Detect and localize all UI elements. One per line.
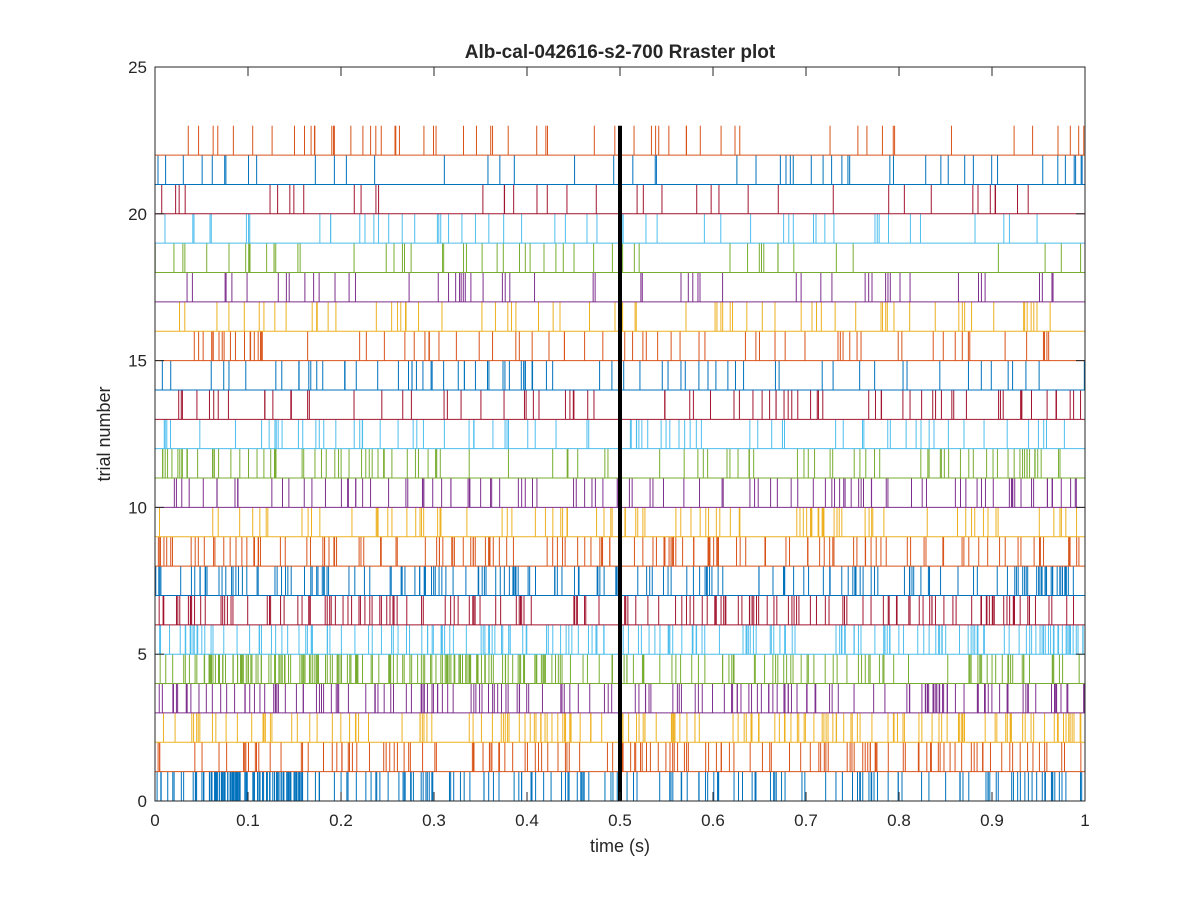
y-tick-label: 25: [128, 58, 147, 77]
plot-area: 0 0.1 0.2 0.3 0.4 0.5 0.6 0.7 0.8 0.9 1 0 5 10 15 20 25: [128, 58, 1090, 830]
spike-trains: [154, 125, 1085, 801]
x-axis: 0 0.1 0.2 0.3 0.4 0.5 0.6 0.7 0.8 0.9 1: [150, 67, 1090, 830]
trial-22-spikes: [157, 155, 1083, 185]
trial-1-spikes: [156, 771, 1083, 801]
trial-16-spikes: [193, 331, 1050, 361]
x-tick-label: 1: [1080, 811, 1089, 830]
trial-10-spikes: [159, 507, 1078, 537]
trial-11-spikes: [173, 478, 1077, 508]
y-axis: 0 5 10 15 20 25: [128, 58, 1085, 811]
trial-13-spikes: [163, 419, 1065, 449]
x-tick-label: 0.8: [887, 811, 911, 830]
x-tick-label: 0.2: [329, 811, 353, 830]
trial-14-spikes: [178, 389, 1082, 420]
trial-17-spikes: [179, 301, 1051, 332]
trial-12-spikes: [162, 448, 1061, 479]
y-tick-label: 20: [128, 205, 147, 224]
chart-title: Alb-cal-042616-s2-700 Rraster plot: [465, 42, 776, 63]
x-axis-label: time (s): [590, 836, 650, 856]
x-tick-label: 0.1: [236, 811, 260, 830]
y-axis-label: trial number: [94, 386, 114, 481]
y-tick-label: 15: [128, 352, 147, 371]
y-tick-label: 5: [138, 645, 147, 664]
x-tick-label: 0.5: [608, 811, 632, 830]
trial-21-spikes: [161, 184, 1029, 214]
trial-9-spikes: [157, 536, 1080, 567]
x-tick-label: 0: [150, 811, 159, 830]
trial-15-spikes: [161, 360, 1085, 390]
trial-7-spikes: [158, 595, 1075, 625]
x-tick-label: 0.3: [422, 811, 446, 830]
trial-18-spikes: [186, 272, 1054, 302]
trial-23-spikes: [187, 125, 1085, 156]
trial-20-spikes: [164, 213, 1038, 244]
trial-4-spikes: [158, 683, 1085, 713]
x-tick-label: 0.6: [701, 811, 725, 830]
y-tick-label: 0: [138, 792, 147, 811]
trial-19-spikes: [154, 243, 1082, 273]
x-tick-label: 0.9: [980, 811, 1004, 830]
y-tick-label: 10: [128, 498, 147, 517]
x-tick-label: 0.4: [515, 811, 539, 830]
x-tick-label: 0.7: [794, 811, 818, 830]
trial-8-spikes: [155, 566, 1074, 596]
